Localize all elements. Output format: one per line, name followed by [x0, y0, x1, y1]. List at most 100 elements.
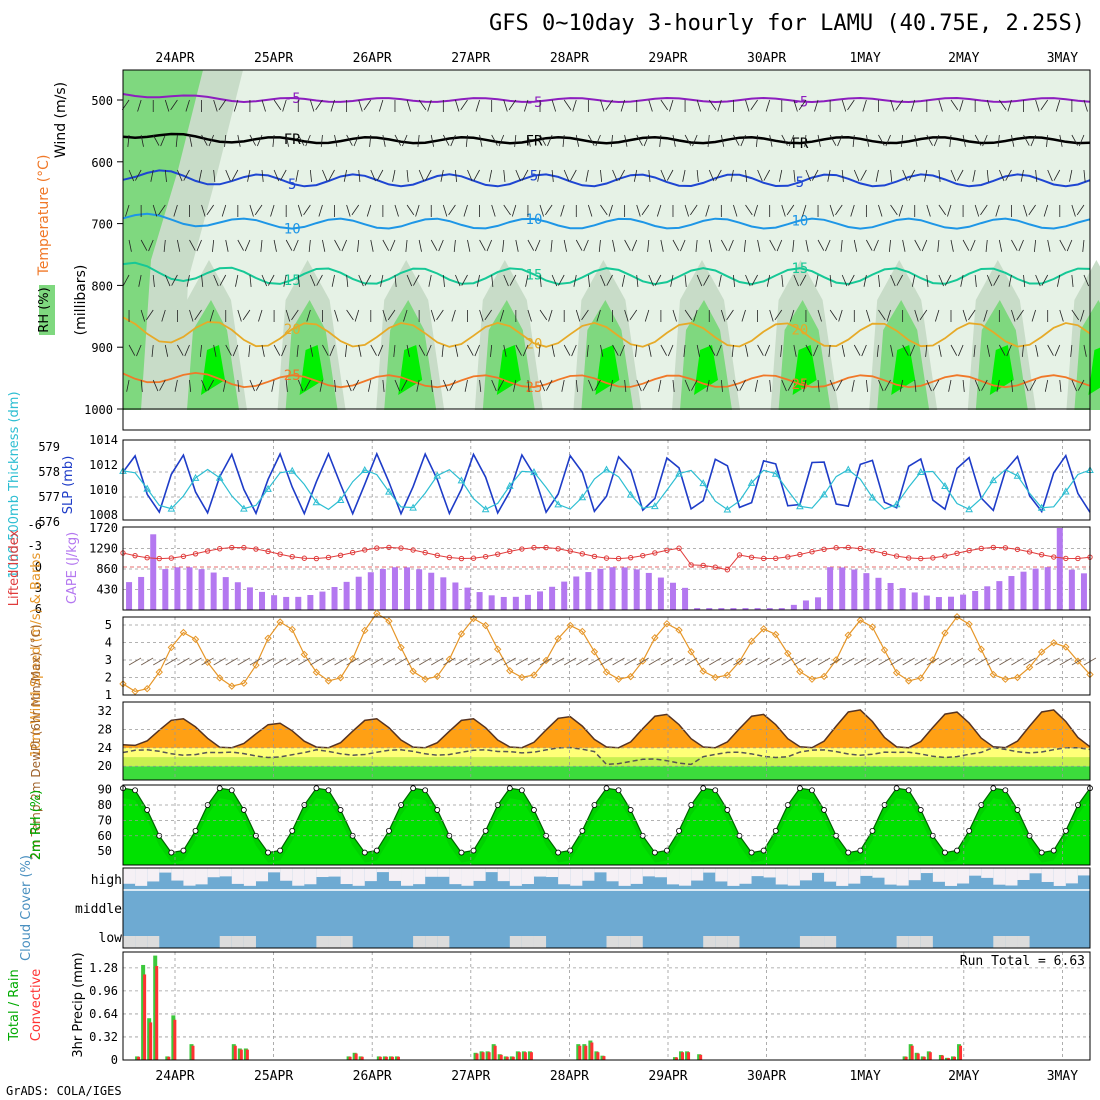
wind-barb	[890, 169, 893, 182]
surface-wind-barb	[539, 657, 553, 666]
precip-convective-bar	[928, 1052, 932, 1060]
low-cloud-bar	[1017, 936, 1030, 948]
wind-barb	[126, 379, 130, 392]
cape-bar	[488, 595, 495, 610]
high-cloud-gap	[509, 868, 522, 886]
wind-barb	[588, 379, 594, 392]
thickness-tick-label: 579	[38, 440, 60, 454]
wind-barb	[449, 379, 456, 391]
wind-barb	[575, 134, 580, 147]
wind-barb	[672, 309, 677, 322]
wind-barb	[658, 379, 662, 392]
cape-bar	[766, 608, 773, 610]
pressure-tick-label: 700	[91, 218, 113, 232]
wind-speed-marker	[385, 617, 393, 625]
surface-wind-barb	[394, 657, 408, 666]
wind-barb	[297, 379, 304, 392]
thickness-marker	[868, 493, 877, 501]
high-cloud-gap	[582, 868, 595, 881]
wind-barb	[982, 134, 988, 147]
li-marker	[434, 552, 440, 559]
wind-speed-marker	[1050, 639, 1058, 647]
wind-barb	[285, 134, 289, 147]
cloud-level-label: middle	[75, 902, 122, 917]
wind-barb	[515, 169, 521, 182]
precip-convective-bar	[167, 1056, 171, 1060]
wind-barb	[605, 99, 613, 111]
wind-barb	[781, 379, 787, 392]
rh-shade-saturated	[299, 345, 324, 395]
wind-barb	[600, 99, 605, 112]
temp-tick-label: 20	[98, 759, 112, 773]
wind-barb	[733, 204, 738, 217]
wind-barb	[769, 239, 776, 251]
wind-barb	[1005, 169, 1012, 181]
wind-barb	[731, 344, 734, 357]
surface-wind-barb	[455, 657, 468, 666]
wind-barb	[425, 169, 432, 181]
wind-barb	[635, 344, 638, 357]
wind-barb	[201, 204, 206, 217]
high-cloud-gap	[630, 868, 643, 884]
wind-barb	[878, 309, 886, 321]
wind-barb	[163, 239, 166, 252]
wind-barb	[708, 344, 716, 356]
high-cloud-gap	[920, 868, 933, 874]
wind-barb	[1023, 134, 1030, 146]
li-marker	[301, 555, 308, 561]
wind-barb	[631, 239, 638, 252]
high-cloud-gap	[292, 868, 305, 886]
rh-marker	[821, 807, 827, 813]
wind-barb	[715, 169, 722, 181]
wind-speed-marker	[373, 609, 381, 618]
wind-barb	[170, 99, 178, 111]
thickness-marker	[554, 500, 562, 508]
rh-marker	[917, 807, 924, 813]
wind-speed-marker	[965, 620, 973, 628]
wind-barb	[986, 344, 991, 357]
surface-wind-barb	[153, 657, 166, 666]
wind-barb	[974, 274, 977, 287]
wind-speed-marker	[651, 634, 659, 642]
wind-barb	[1057, 274, 1061, 287]
cape-bar	[1044, 567, 1051, 610]
wind-barb	[606, 274, 613, 286]
wind-barb	[595, 134, 601, 147]
thickness-marker	[505, 481, 514, 489]
wind-barb	[352, 379, 360, 391]
wind-barb	[387, 309, 396, 321]
thickness-marker	[433, 471, 442, 479]
wind-barb	[128, 239, 132, 252]
wind-barb	[521, 169, 529, 181]
wind-barb	[358, 274, 364, 287]
wind-barb	[670, 274, 674, 287]
high-cloud-gap	[183, 868, 196, 886]
date-label-top: 29APR	[648, 51, 687, 66]
wind-barb	[382, 379, 385, 392]
cape-bar	[259, 591, 266, 610]
wind-barb	[886, 309, 891, 322]
wind-barb	[932, 379, 940, 391]
li-axis-label: Lifted Index	[7, 529, 22, 606]
surface-wind-barb	[1035, 657, 1048, 666]
wind-barb	[866, 239, 873, 251]
wind-barb	[442, 134, 450, 146]
wind-barb	[1035, 169, 1038, 182]
li-marker	[362, 547, 368, 553]
wind-barb	[1083, 344, 1087, 357]
wind-barb	[402, 134, 408, 147]
rh-marker	[990, 785, 997, 792]
rh-marker	[724, 807, 731, 813]
cape-bar	[911, 592, 918, 610]
wind-barb	[902, 169, 908, 182]
wind-barb	[305, 134, 311, 147]
low-cloud-bar	[521, 936, 534, 948]
wind-barb	[1071, 204, 1076, 217]
thickness-marker	[457, 476, 466, 484]
thickness-marker	[723, 505, 732, 513]
surface-wind-barb	[1023, 657, 1036, 666]
wind-barb	[654, 274, 662, 286]
low-cloud-bar	[1005, 936, 1018, 948]
rh-marker	[289, 827, 296, 834]
wind-barb	[925, 344, 928, 357]
